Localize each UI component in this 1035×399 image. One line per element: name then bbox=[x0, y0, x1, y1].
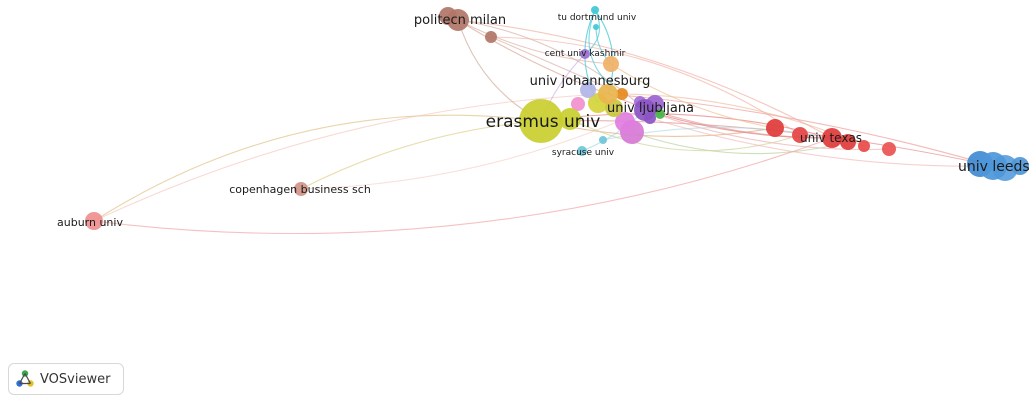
network-node[interactable] bbox=[603, 56, 619, 72]
label-texas[interactable]: univ texas bbox=[800, 131, 862, 145]
node-politecn[interactable] bbox=[447, 9, 469, 31]
network-link bbox=[644, 109, 890, 151]
label-johannesburg[interactable]: univ johannesburg bbox=[530, 74, 651, 89]
network-node[interactable] bbox=[1011, 157, 1029, 175]
node-erasmus[interactable] bbox=[519, 99, 563, 143]
node-texas[interactable] bbox=[822, 128, 842, 148]
network-node[interactable] bbox=[599, 136, 607, 144]
network-node[interactable] bbox=[485, 31, 497, 43]
network-node[interactable] bbox=[655, 109, 665, 119]
label-dortmund[interactable]: tu dortmund univ bbox=[558, 13, 637, 23]
label-leeds[interactable]: univ leeds bbox=[958, 159, 1030, 175]
network-link bbox=[93, 137, 833, 235]
node-johannesburg[interactable] bbox=[598, 84, 618, 104]
network-node[interactable] bbox=[593, 24, 599, 30]
label-auburn[interactable]: auburn univ bbox=[57, 216, 123, 229]
network-link bbox=[300, 120, 542, 190]
network-link bbox=[610, 63, 776, 129]
vosviewer-brand-button[interactable]: VOSviewer bbox=[8, 363, 124, 395]
network-link bbox=[457, 19, 612, 65]
network-link bbox=[649, 117, 994, 167]
label-ljubljana[interactable]: univ ljubljana bbox=[607, 101, 694, 116]
network-node[interactable] bbox=[615, 112, 635, 132]
brand-label: VOSviewer bbox=[40, 371, 111, 387]
network-link bbox=[644, 109, 833, 139]
network-node[interactable] bbox=[571, 97, 585, 111]
network-link bbox=[93, 93, 609, 222]
node-leeds[interactable] bbox=[979, 152, 1007, 180]
network-node[interactable] bbox=[616, 88, 628, 100]
network-node[interactable] bbox=[792, 127, 808, 143]
network-link bbox=[631, 131, 849, 155]
node-syracuse[interactable] bbox=[577, 146, 587, 156]
node-auburn[interactable] bbox=[85, 212, 103, 230]
network-link bbox=[93, 114, 542, 222]
label-layer: erasmus univ univ leeds univ texas univ lju… bbox=[57, 13, 1030, 229]
node-ljubljana[interactable] bbox=[634, 99, 656, 121]
network-node[interactable] bbox=[559, 108, 581, 130]
label-syracuse[interactable]: syracuse univ bbox=[552, 148, 615, 158]
label-copenhagen[interactable]: copenhagen business sch bbox=[229, 183, 371, 196]
network-node[interactable] bbox=[858, 140, 870, 152]
node-dortmund[interactable] bbox=[591, 6, 599, 14]
node-layer bbox=[85, 6, 1029, 230]
node-copenhagen[interactable] bbox=[294, 182, 308, 196]
vosviewer-logo-icon bbox=[16, 370, 34, 387]
network-link bbox=[300, 109, 646, 190]
node-kashmir[interactable] bbox=[580, 49, 590, 59]
label-kashmir[interactable]: cent univ kashmir bbox=[545, 49, 626, 59]
network-link bbox=[457, 19, 833, 139]
network-link bbox=[569, 118, 801, 152]
network-node[interactable] bbox=[580, 82, 596, 98]
label-politecn[interactable]: politecn milan bbox=[414, 13, 506, 28]
network-node[interactable] bbox=[882, 142, 896, 156]
label-erasmus[interactable]: erasmus univ bbox=[486, 112, 601, 132]
network-node[interactable] bbox=[840, 134, 856, 150]
network-node[interactable] bbox=[766, 119, 784, 137]
